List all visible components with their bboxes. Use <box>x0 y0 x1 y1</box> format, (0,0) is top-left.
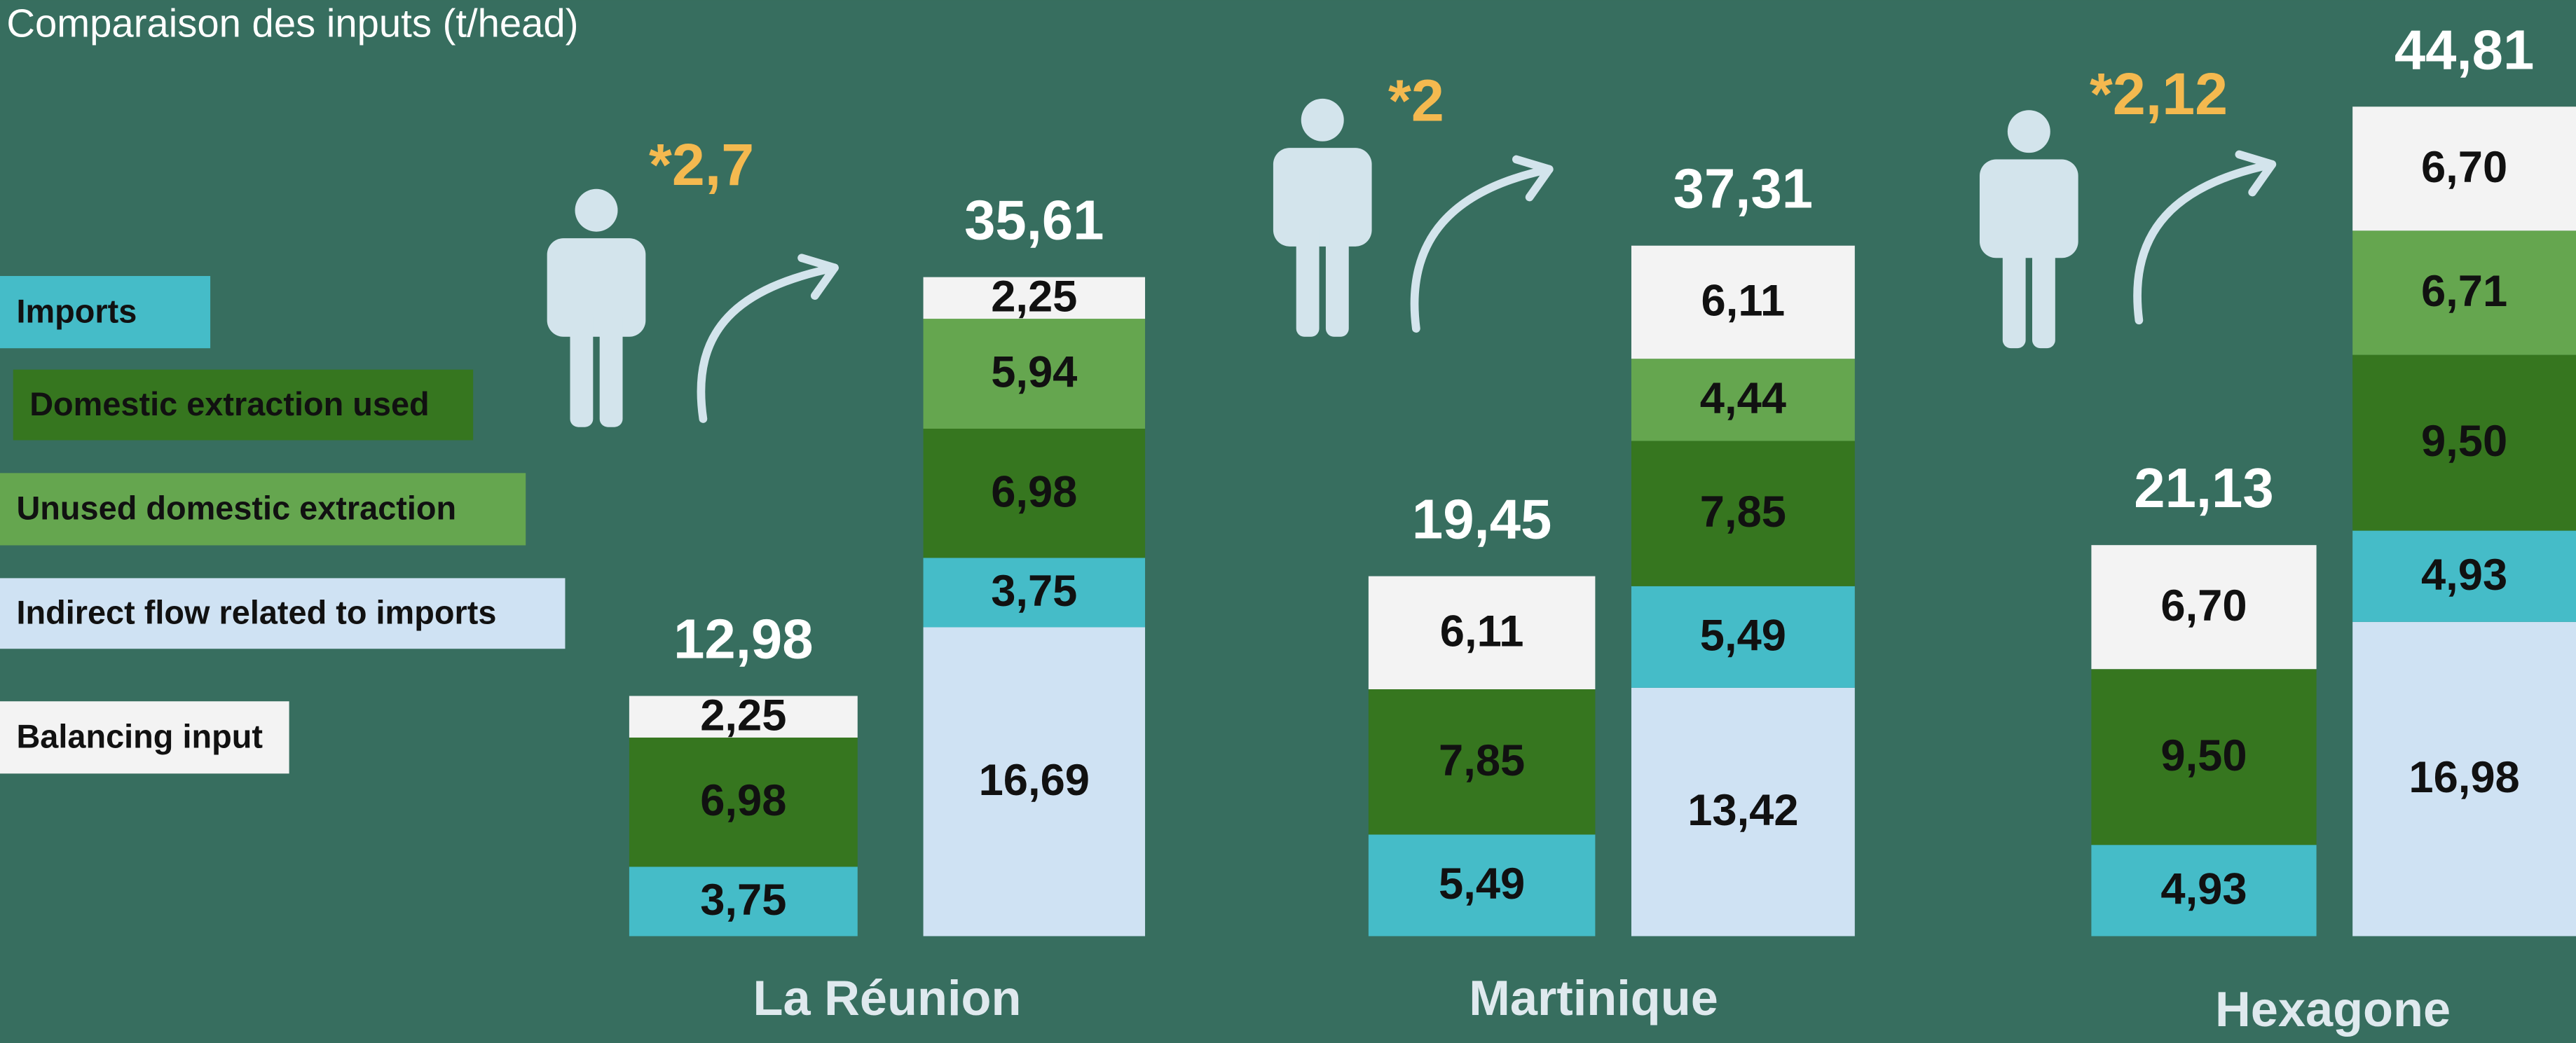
bar-segment <box>923 428 1146 558</box>
legend-swatch <box>0 473 526 546</box>
value-label: 9,50 <box>2160 731 2247 780</box>
group-label: Hexagone <box>2215 981 2451 1037</box>
value-label: 5,49 <box>1700 611 1786 660</box>
value-label: 3,75 <box>991 567 1077 616</box>
bar-segment <box>2352 354 2576 531</box>
total-label: 21,13 <box>2134 457 2273 519</box>
legend-label: Indirect flow related to imports <box>16 595 496 631</box>
value-label: 7,85 <box>1700 488 1786 537</box>
chart-title: Comparaison des inputs (t/head) <box>6 1 578 46</box>
value-label: 6,98 <box>700 776 786 825</box>
bar-segment <box>1631 586 1855 688</box>
legend-swatch <box>13 369 474 441</box>
arrow <box>1410 155 1554 333</box>
value-label: 9,50 <box>2421 417 2507 466</box>
value-label: 6,98 <box>991 467 1077 516</box>
value-label: 16,69 <box>979 756 1090 805</box>
value-label: 6,70 <box>2160 581 2247 630</box>
bar-segment <box>2091 845 2317 937</box>
value-label: 2,25 <box>991 272 1077 321</box>
value-label: 6,11 <box>1440 607 1524 656</box>
bar-segment <box>1631 441 1855 586</box>
person-icon <box>1273 98 1372 337</box>
bar-segment <box>923 558 1146 628</box>
person-icon <box>547 188 646 427</box>
arrow <box>2133 150 2277 325</box>
bar-segment <box>923 627 1146 937</box>
bar-segment <box>2352 230 2576 355</box>
factor-label: *2,12 <box>2090 61 2228 127</box>
legend-label: Balancing input <box>16 719 263 755</box>
total-label: 19,45 <box>1412 488 1551 551</box>
total-label: 12,98 <box>673 608 813 670</box>
group-label: La Réunion <box>753 970 1022 1025</box>
total-label: 35,61 <box>964 189 1104 251</box>
total-label: 44,81 <box>2395 19 2534 81</box>
bar-segment <box>2091 669 2317 845</box>
bar-segment <box>923 277 1146 319</box>
bar-segment <box>2352 530 2576 622</box>
legend-label: Unused domestic extraction <box>16 490 456 527</box>
value-label: 4,93 <box>2421 551 2507 600</box>
bar-segment <box>1631 687 1855 937</box>
legend-swatch <box>0 276 211 349</box>
bar-segment <box>2352 621 2576 937</box>
bar-segment <box>1631 245 1855 359</box>
legend-label: Domestic extraction used <box>29 386 430 422</box>
value-label: 7,85 <box>1439 736 1525 785</box>
legend-label: Imports <box>16 293 137 329</box>
bar-segment <box>1368 689 1596 835</box>
value-label: 4,93 <box>2160 864 2247 913</box>
bar-segment <box>1368 576 1596 690</box>
value-label: 6,11 <box>1701 276 1786 325</box>
bar-segment <box>629 696 858 738</box>
group-label: Martinique <box>1469 970 1718 1025</box>
bar-segment <box>2352 106 2576 231</box>
arrow <box>697 254 839 423</box>
total-label: 37,31 <box>1673 158 1813 220</box>
value-label: 5,49 <box>1439 859 1525 909</box>
person-icon <box>1979 110 2078 349</box>
value-label: 4,44 <box>1700 374 1786 423</box>
bar-segment <box>629 866 858 937</box>
value-label: 6,71 <box>2421 267 2507 316</box>
value-label: 13,42 <box>1687 786 1798 835</box>
value-label: 6,70 <box>2421 143 2507 192</box>
bar-segment <box>2091 545 2317 670</box>
bar-segment <box>923 319 1146 429</box>
bar-segment <box>1368 834 1596 937</box>
value-label: 2,25 <box>700 691 786 740</box>
factor-label: *2 <box>1388 67 1444 133</box>
value-label: 5,94 <box>991 348 1077 397</box>
value-label: 3,75 <box>700 876 786 925</box>
bar-segment <box>1631 359 1855 441</box>
bar-segment <box>629 737 858 867</box>
value-label: 16,98 <box>2409 753 2519 802</box>
factor-label: *2,7 <box>649 132 754 198</box>
legend-swatch <box>0 701 289 774</box>
legend-swatch <box>0 578 566 649</box>
